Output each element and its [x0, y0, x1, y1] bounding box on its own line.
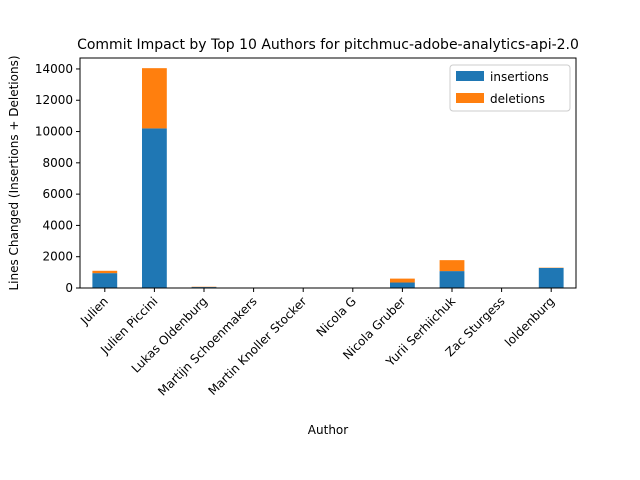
bar-insertions-7: [439, 271, 465, 288]
bar-deletions-1: [142, 68, 167, 129]
bars-group: [92, 68, 564, 288]
bar-insertions-9: [538, 267, 564, 288]
legend-label-deletions: deletions: [490, 92, 545, 106]
y-tick-label-5: 10000: [35, 125, 73, 139]
y-axis: 0 2000 4000 6000 8000 10000 12000 14000: [35, 62, 80, 295]
y-tick-label-6: 12000: [35, 93, 73, 107]
y-tick-label-1: 2000: [42, 250, 73, 264]
y-tick-label-0: 0: [65, 281, 73, 295]
bar-insertions-6: [390, 282, 415, 288]
y-axis-label: Lines Changed (Insertions + Deletions): [7, 55, 21, 290]
bar-deletions-0: [92, 270, 118, 274]
y-tick-label-4: 8000: [42, 156, 73, 170]
y-tick-label-7: 14000: [35, 62, 73, 76]
legend-swatch-insertions: [456, 71, 484, 81]
y-tick-label-2: 4000: [42, 218, 73, 232]
x-tick-label-9: loldenburg: [502, 294, 557, 349]
x-axis-label: Author: [308, 423, 348, 437]
x-tick-label-5: Nicola G: [314, 294, 359, 339]
bar-deletions-6: [390, 278, 415, 283]
bar-deletions-7: [439, 260, 465, 272]
x-tick-label-4: Martin Knoller Stocker: [205, 294, 309, 398]
x-tick-label-3: Martijn Schoenmakers: [155, 294, 259, 398]
chart-title: Commit Impact by Top 10 Authors for pitc…: [77, 37, 579, 53]
bar-insertions-1: [142, 128, 167, 288]
plot-frame: [79, 57, 577, 289]
legend: insertions deletions: [449, 64, 571, 112]
legend-label-insertions: insertions: [490, 70, 549, 84]
bar-insertions-0: [92, 273, 118, 288]
x-tick-label-0: Julien: [77, 294, 111, 328]
legend-swatch-deletions: [456, 93, 484, 103]
y-tick-label-3: 6000: [42, 187, 73, 201]
